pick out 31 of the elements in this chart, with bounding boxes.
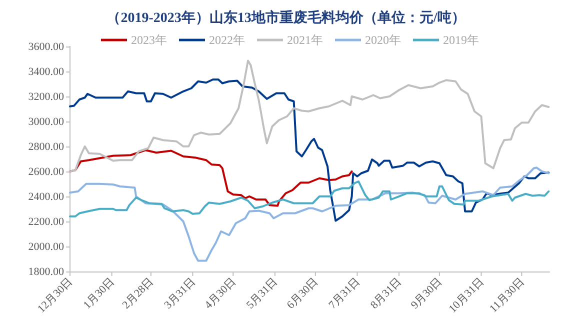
y-tick-label: 1800.00 [28,266,64,278]
legend-label: 2020年 [365,33,401,47]
legend-label: 2021年 [287,33,323,47]
x-tick-label: 7月31日 [326,276,362,312]
y-tick-label: 2000.00 [28,241,64,253]
legend-label: 2022年 [209,33,245,47]
x-tick-label: 6月30日 [284,276,321,312]
line-series [69,166,550,262]
x-tick-label: 5月31日 [244,276,280,312]
line-series [69,78,550,222]
x-tick-label: 12月30日 [36,276,76,316]
x-tick-label: 1月30日 [81,276,117,312]
line-series [69,180,550,218]
y-tick-label: 2600.00 [28,166,64,178]
y-tick-label: 3600.00 [28,41,64,53]
legend-label: 2019年 [443,33,479,47]
x-tick-label: 3月31日 [162,276,198,312]
x-tick-label: 4月30日 [202,276,238,312]
y-tick-label: 2200.00 [28,216,64,228]
y-tick-label: 2800.00 [28,141,64,153]
x-tick-label: 9月30日 [408,276,445,312]
legend-label: 2023年 [131,33,167,47]
y-tick-label: 3400.00 [28,66,64,78]
y-tick-label: 3200.00 [28,91,64,103]
y-tick-label: 3000.00 [28,116,64,128]
x-tick-label: 11月30日 [487,276,527,315]
x-tick-label: 10月31日 [446,276,486,316]
x-tick-label: 2月28日 [120,276,156,312]
x-tick-label: 8月31日 [368,276,404,312]
chart-title: （2019-2023年）山东13地市重废毛料均价（单位：元/吨） [106,9,466,26]
y-tick-label: 2400.00 [28,191,64,203]
